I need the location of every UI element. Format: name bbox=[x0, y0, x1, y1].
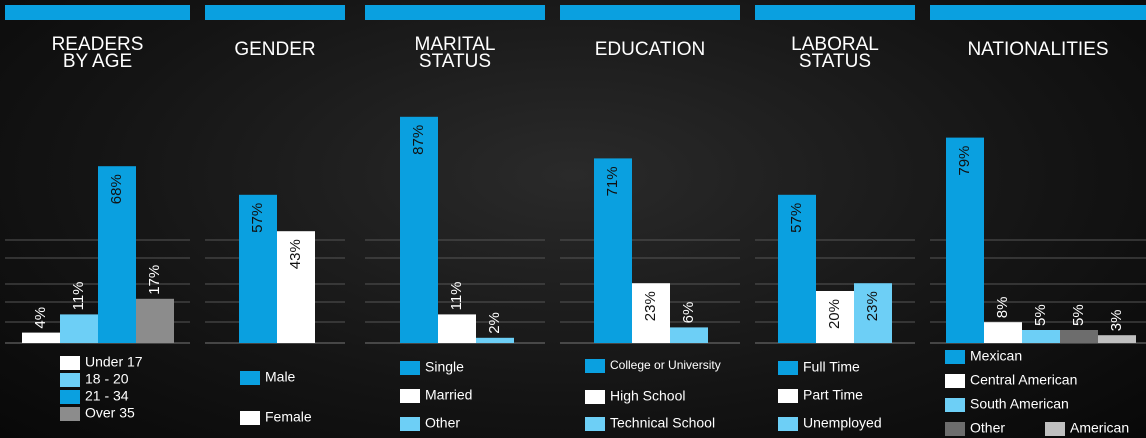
legend-swatch bbox=[240, 371, 260, 385]
legend-label: Technical School bbox=[610, 415, 715, 431]
value-label: 17% bbox=[146, 265, 163, 295]
panel: NATIONALITIES 79% 8% 5% 5% 3% Mexican Central A… bbox=[930, 5, 1146, 436]
bar bbox=[1098, 335, 1136, 343]
legend-swatch bbox=[60, 373, 80, 387]
value-label: 11% bbox=[448, 281, 465, 310]
legend-label: Full Time bbox=[803, 359, 860, 375]
legend-label: Part Time bbox=[803, 387, 863, 403]
legend-swatch bbox=[400, 361, 420, 375]
legend-label: High School bbox=[610, 388, 686, 404]
legend-swatch bbox=[945, 350, 965, 364]
legend-label: Central American bbox=[970, 372, 1077, 388]
value-label: 23% bbox=[864, 291, 881, 321]
value-label: 57% bbox=[249, 203, 266, 233]
infographic: READERSBY AGE4%11%68%17%Under 1718 - 202… bbox=[0, 0, 1146, 438]
legend-label: 21 - 34 bbox=[85, 388, 129, 404]
legend-swatch bbox=[400, 417, 420, 431]
legend-swatch bbox=[60, 390, 80, 404]
legend-swatch bbox=[778, 417, 798, 431]
bar bbox=[670, 327, 708, 343]
legend-swatch bbox=[778, 361, 798, 375]
legend-label: Over 35 bbox=[85, 405, 135, 421]
value-label: 20% bbox=[826, 299, 843, 329]
page: READERSBY AGE4%11%68%17%Under 1718 - 202… bbox=[0, 0, 1146, 438]
legend-label: American bbox=[1070, 420, 1129, 436]
chart-title: BY AGE bbox=[63, 51, 132, 72]
value-label: 11% bbox=[70, 281, 87, 310]
chart-title: EDUCATION bbox=[595, 39, 705, 60]
header-strip bbox=[365, 5, 545, 20]
legend-label: Female bbox=[265, 409, 312, 425]
legend-label: Under 17 bbox=[85, 354, 143, 370]
bar bbox=[984, 322, 1022, 343]
value-label: 3% bbox=[1108, 310, 1125, 332]
legend-swatch bbox=[945, 398, 965, 412]
value-label: 43% bbox=[287, 239, 304, 269]
legend-label: Other bbox=[970, 420, 1005, 436]
header-strip bbox=[755, 5, 915, 20]
chart-title: STATUS bbox=[419, 51, 491, 72]
value-label: 6% bbox=[680, 302, 697, 324]
bar bbox=[22, 333, 60, 343]
value-label: 8% bbox=[994, 297, 1011, 319]
legend-swatch bbox=[945, 422, 965, 436]
bar bbox=[60, 314, 98, 343]
legend-swatch bbox=[60, 356, 80, 370]
legend-label: Unemployed bbox=[803, 415, 882, 431]
value-label: 79% bbox=[956, 146, 973, 176]
legend-label: 18 - 20 bbox=[85, 371, 129, 387]
legend-label: College or University bbox=[610, 358, 721, 372]
legend-swatch bbox=[585, 417, 605, 431]
legend-label: South American bbox=[970, 396, 1069, 412]
panel: EDUCATION 71% 23% 6% College or University Hi… bbox=[560, 5, 740, 431]
bar bbox=[438, 314, 476, 343]
bar bbox=[1060, 330, 1098, 343]
value-label: 5% bbox=[1032, 304, 1049, 326]
legend-swatch bbox=[585, 390, 605, 404]
value-label: 23% bbox=[642, 291, 659, 321]
value-label: 57% bbox=[788, 203, 805, 233]
chart-title: STATUS bbox=[799, 51, 871, 72]
header-strip bbox=[205, 5, 345, 20]
legend-swatch bbox=[778, 389, 798, 403]
value-label: 87% bbox=[410, 125, 427, 155]
legend-swatch bbox=[585, 359, 605, 373]
header-strip bbox=[560, 5, 740, 20]
value-label: 4% bbox=[32, 307, 49, 329]
value-label: 71% bbox=[604, 166, 621, 196]
header-strip bbox=[930, 5, 1146, 20]
bar bbox=[476, 338, 514, 343]
legend-label: Male bbox=[265, 369, 296, 385]
legend-label: Mexican bbox=[970, 348, 1022, 364]
value-label: 5% bbox=[1070, 304, 1087, 326]
header-strip bbox=[5, 5, 190, 20]
legend-swatch bbox=[240, 411, 260, 425]
legend-swatch bbox=[1045, 422, 1065, 436]
legend-swatch bbox=[60, 407, 80, 421]
bar bbox=[136, 299, 174, 343]
chart-title: NATIONALITIES bbox=[967, 39, 1108, 60]
legend-label: Single bbox=[425, 359, 464, 375]
panel: GENDER 57% 43% Male Female bbox=[205, 5, 345, 425]
legend-label: Other bbox=[425, 415, 460, 431]
value-label: 2% bbox=[486, 312, 503, 334]
chart-title: GENDER bbox=[234, 39, 315, 60]
legend-label: Married bbox=[425, 387, 472, 403]
legend-swatch bbox=[945, 374, 965, 388]
value-label: 68% bbox=[108, 174, 125, 204]
legend-swatch bbox=[400, 389, 420, 403]
bar bbox=[1022, 330, 1060, 343]
